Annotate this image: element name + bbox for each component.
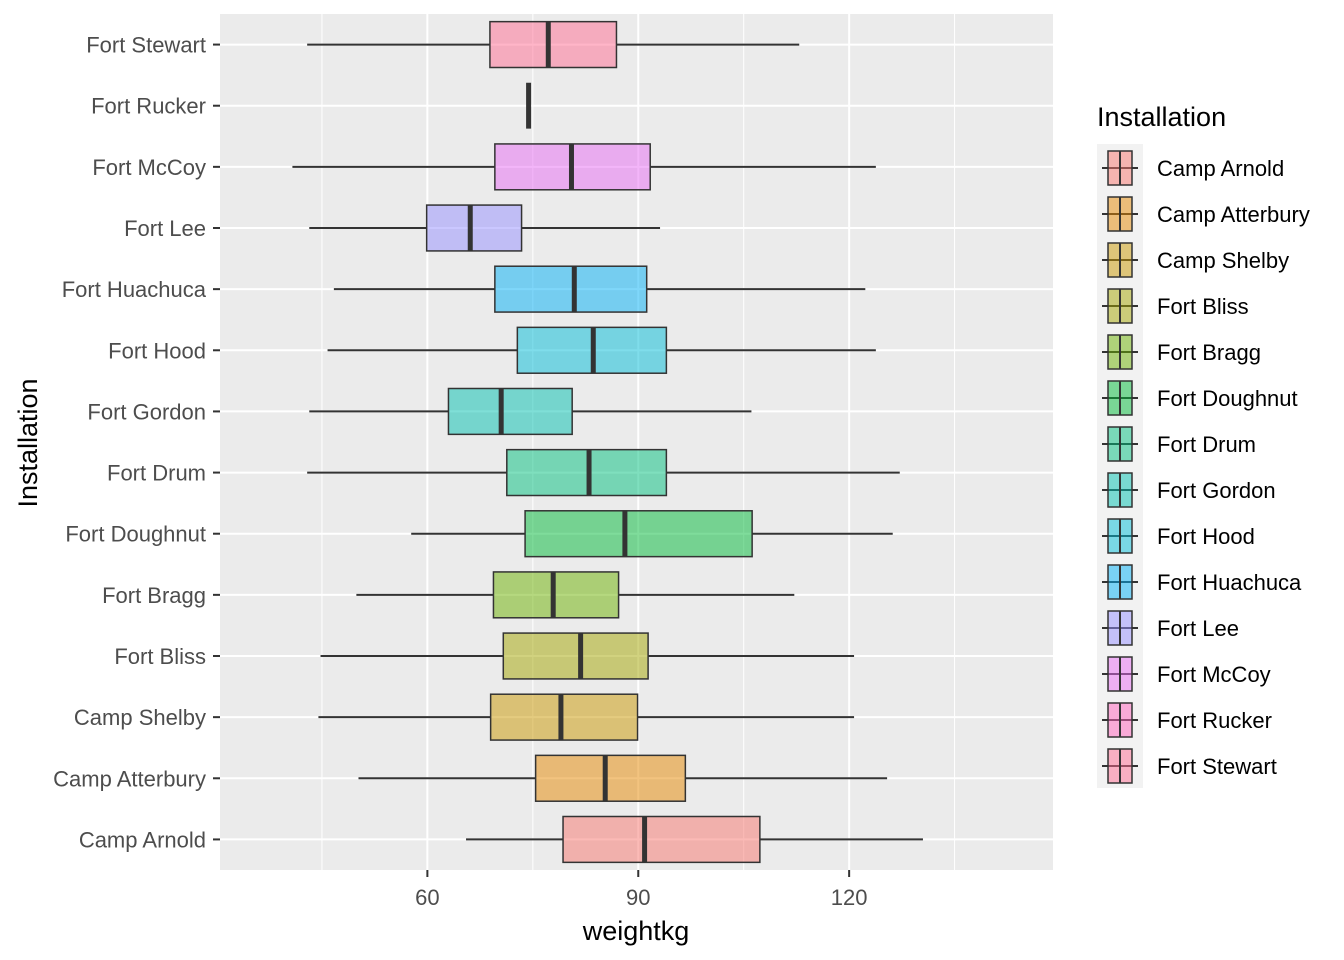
y-tick-label: Fort Huachuca bbox=[62, 277, 207, 302]
y-tick-label: Camp Atterbury bbox=[53, 766, 206, 791]
y-tick-label: Fort Bragg bbox=[102, 583, 206, 608]
x-axis-title: weightkg bbox=[582, 916, 690, 946]
legend-item: Fort Bragg bbox=[1102, 334, 1261, 370]
box-camp-arnold bbox=[466, 815, 923, 864]
legend-item: Fort Gordon bbox=[1102, 472, 1276, 508]
box-fort-bragg bbox=[356, 571, 795, 619]
legend-item: Camp Arnold bbox=[1102, 150, 1284, 186]
y-tick-label: Fort Doughnut bbox=[65, 522, 206, 547]
legend-label: Camp Arnold bbox=[1157, 156, 1284, 181]
box-iqr bbox=[534, 754, 687, 802]
box-iqr bbox=[425, 204, 523, 252]
legend-title: Installation bbox=[1097, 102, 1226, 132]
legend-label: Fort Bragg bbox=[1157, 340, 1261, 365]
box-iqr bbox=[447, 387, 573, 436]
legend-item: Fort McCoy bbox=[1102, 656, 1271, 692]
legend-label: Fort Huachuca bbox=[1157, 570, 1302, 595]
box-iqr bbox=[492, 571, 620, 619]
plot-panel bbox=[220, 14, 1053, 870]
y-tick-label: Fort Bliss bbox=[114, 644, 206, 669]
x-tick-label: 120 bbox=[831, 885, 868, 910]
box-fort-hood bbox=[327, 326, 876, 374]
y-tick-label: Fort Gordon bbox=[87, 399, 206, 424]
y-tick-label: Fort Hood bbox=[108, 338, 206, 363]
legend-item: Fort Rucker bbox=[1102, 702, 1272, 738]
legend-item: Fort Huachuca bbox=[1102, 564, 1302, 600]
box-fort-gordon bbox=[309, 387, 752, 436]
x-tick-label: 90 bbox=[626, 885, 650, 910]
y-axis-title: Installation bbox=[13, 378, 43, 507]
legend-item: Fort Drum bbox=[1102, 426, 1256, 462]
legend-item: Fort Lee bbox=[1102, 610, 1239, 646]
y-tick-label: Fort Drum bbox=[107, 461, 206, 486]
y-axis: Camp Arnold Camp Atterbury Camp Shelby Fort… bbox=[53, 33, 220, 852]
box-fort-doughnut bbox=[411, 510, 893, 558]
box-fort-stewart bbox=[307, 20, 800, 69]
box-fort-mccoy bbox=[292, 143, 876, 191]
y-tick-label: Camp Arnold bbox=[79, 827, 206, 852]
y-tick-label: Fort McCoy bbox=[92, 155, 206, 180]
box-fort-huachuca bbox=[333, 265, 866, 313]
legend-label: Fort Rucker bbox=[1157, 708, 1272, 733]
box-fort-lee bbox=[309, 204, 661, 252]
legend-label: Fort Gordon bbox=[1157, 478, 1276, 503]
box-camp-shelby bbox=[318, 693, 855, 741]
y-tick-label: Fort Rucker bbox=[91, 94, 206, 119]
box-iqr bbox=[489, 20, 618, 69]
y-tick-label: Fort Lee bbox=[124, 216, 206, 241]
legend-label: Fort Bliss bbox=[1157, 294, 1249, 319]
legend-label: Fort Stewart bbox=[1157, 754, 1277, 779]
box-iqr bbox=[502, 632, 649, 680]
box-camp-atterbury bbox=[358, 754, 888, 802]
box-fort-bliss bbox=[320, 632, 855, 680]
legend-label: Fort Lee bbox=[1157, 616, 1239, 641]
legend-item: Fort Bliss bbox=[1102, 288, 1249, 324]
legend-item: Fort Hood bbox=[1102, 518, 1255, 554]
legend-item: Camp Shelby bbox=[1102, 242, 1289, 278]
legend-item: Camp Atterbury bbox=[1102, 196, 1310, 232]
legend-item: Fort Doughnut bbox=[1102, 380, 1298, 416]
box-iqr bbox=[489, 693, 639, 741]
legend-item: Fort Stewart bbox=[1102, 748, 1277, 784]
legend-label: Fort Hood bbox=[1157, 524, 1255, 549]
legend-label: Camp Atterbury bbox=[1157, 202, 1310, 227]
box-fort-drum bbox=[307, 448, 900, 497]
y-tick-label: Camp Shelby bbox=[74, 705, 206, 730]
x-axis: 60 90 120 bbox=[415, 870, 868, 910]
legend-label: Fort Drum bbox=[1157, 432, 1256, 457]
box-layer bbox=[292, 20, 923, 864]
box-iqr bbox=[562, 815, 761, 864]
legend-items: Camp Arnold Camp Atterbury Camp Shelby Fort… bbox=[1102, 150, 1310, 784]
box-iqr bbox=[494, 265, 648, 313]
legend-label: Camp Shelby bbox=[1157, 248, 1289, 273]
y-tick-label: Fort Stewart bbox=[86, 33, 206, 58]
x-tick-label: 60 bbox=[415, 885, 439, 910]
legend-label: Fort Doughnut bbox=[1157, 386, 1298, 411]
box-iqr bbox=[524, 510, 753, 558]
legend-label: Fort McCoy bbox=[1157, 662, 1271, 687]
